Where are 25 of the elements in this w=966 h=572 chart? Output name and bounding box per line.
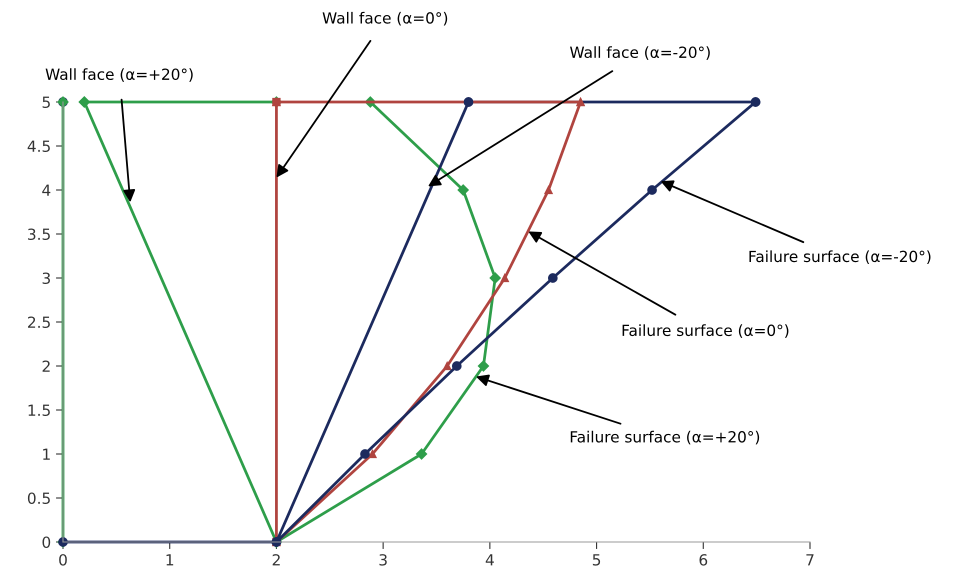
x-tick-label: 3: [379, 554, 387, 566]
x-tick-label: 1: [166, 554, 174, 566]
annotation: Failure surface (α=+20°): [570, 430, 760, 444]
annotation: Wall face (α=0°): [322, 12, 448, 26]
y-tick-label: 3.5: [28, 228, 50, 240]
y-tick-label: 1.5: [28, 404, 50, 416]
y-tick-label: 3: [42, 272, 50, 284]
annotation: Wall face (α=+20°): [46, 68, 193, 82]
y-tick-label: 2.5: [28, 316, 50, 328]
y-tick-label: 1: [43, 448, 50, 460]
x-tick-label: 6: [699, 554, 708, 566]
x-tick-label: 7: [806, 554, 814, 566]
y-tick-label: 4.5: [28, 140, 50, 152]
annotation: Failure surface (α=-20°): [749, 250, 930, 264]
y-tick-label: 0.5: [28, 492, 50, 504]
x-tick-label: 5: [592, 554, 600, 566]
y-tick-label: 5: [42, 96, 50, 108]
x-tick-label: 0: [59, 554, 67, 566]
annotation: Wall face (α=-20°): [570, 46, 710, 60]
x-tick-label: 4: [486, 554, 494, 566]
annotation: Failure surface (α=0°): [622, 324, 788, 338]
x-tick-label: 2: [272, 554, 280, 566]
y-tick-label: 0: [42, 536, 50, 548]
y-tick-label: 2: [42, 360, 50, 372]
y-tick-label: 4: [42, 184, 50, 196]
